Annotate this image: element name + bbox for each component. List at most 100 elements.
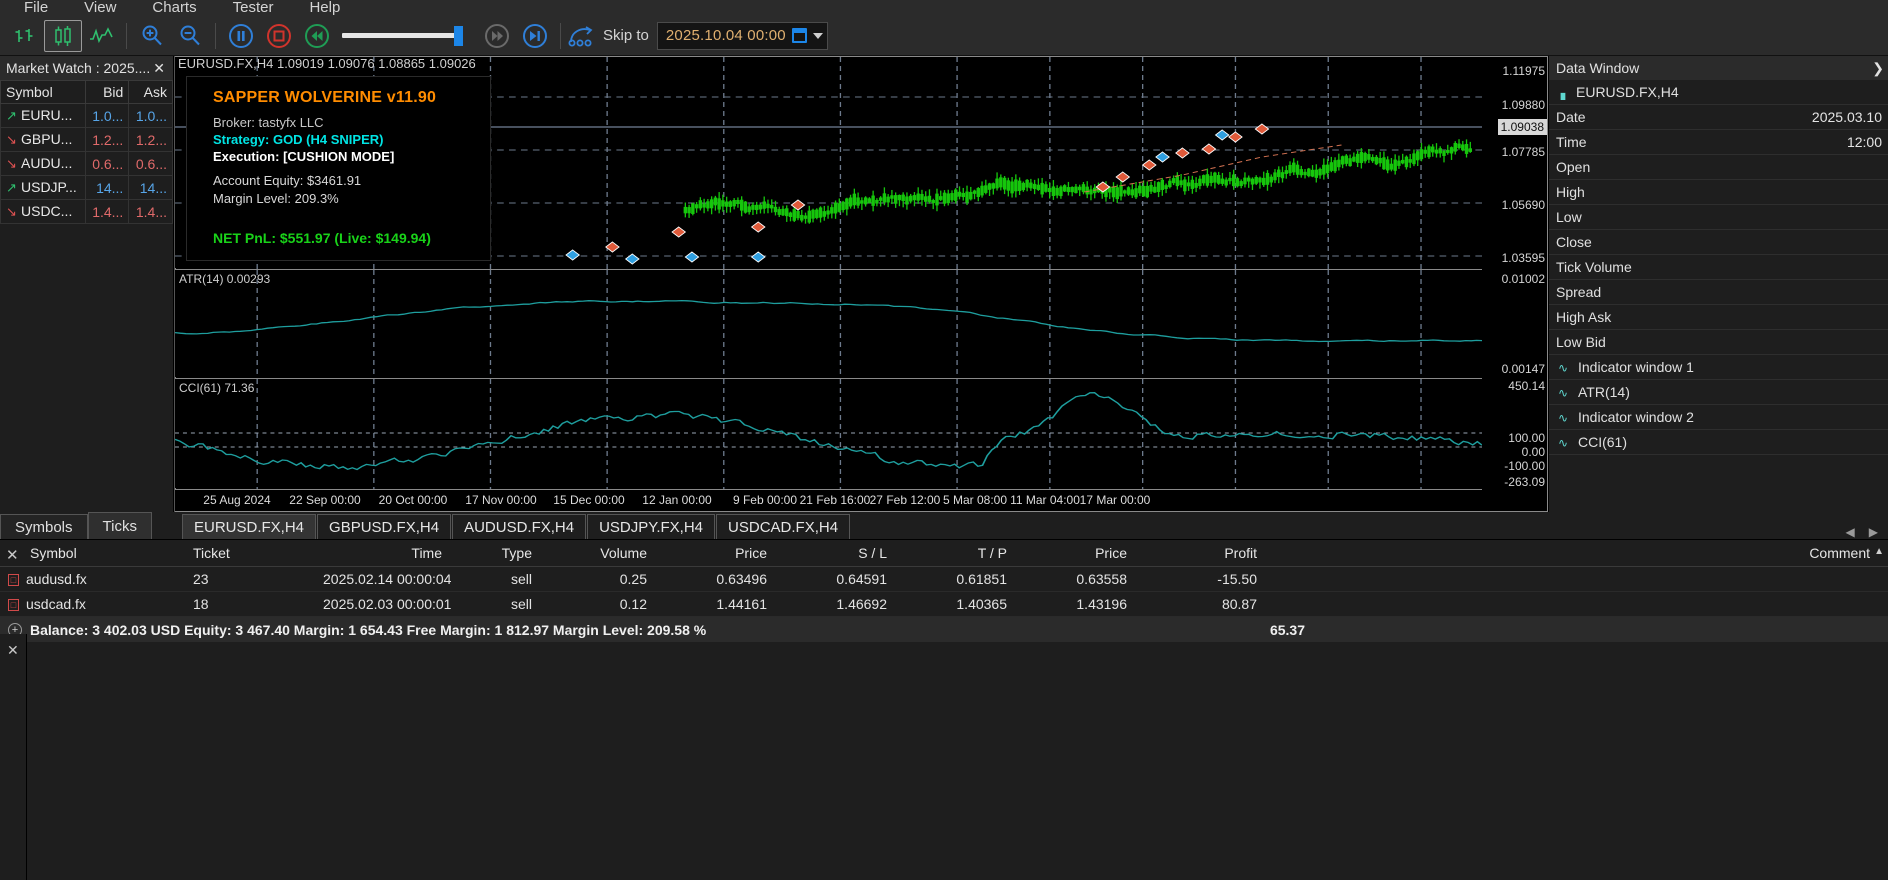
tab-symbols[interactable]: Symbols xyxy=(0,514,88,539)
menu-item-view[interactable]: View xyxy=(84,0,117,16)
data-row-open: Open xyxy=(1549,155,1888,180)
column-header-ticket[interactable]: Ticket xyxy=(185,540,315,567)
skip-to-label: Skip to xyxy=(603,27,649,44)
calendar-icon[interactable] xyxy=(791,28,807,43)
menu-item-charts[interactable]: Charts xyxy=(152,0,197,16)
symbol-name: USDJP... xyxy=(21,179,77,195)
close-icon[interactable]: ✕ xyxy=(7,642,19,658)
column-header-tp[interactable]: T / P xyxy=(895,540,1015,567)
trade-volume: 0.12 xyxy=(540,591,655,617)
column-header-profit[interactable]: Profit xyxy=(1135,540,1265,567)
data-group-atr[interactable]: ∿ ATR(14) xyxy=(1549,380,1888,405)
menu-item-help[interactable]: Help xyxy=(309,0,341,16)
main-content-row: Market Watch : 2025.... ✕ Symbol Bid Ask… xyxy=(0,56,1888,512)
speed-slider[interactable] xyxy=(342,20,472,52)
cci-scale[interactable]: 450.14 100.00 0.00 -100.00 -263.09 xyxy=(1482,378,1548,489)
trade-comment xyxy=(1265,591,1888,617)
data-key: High xyxy=(1556,184,1585,200)
close-icon[interactable]: ❯ xyxy=(1872,59,1884,76)
tab-ticks[interactable]: Ticks xyxy=(87,512,152,539)
data-window-symbol: EURUSD.FX,H4 xyxy=(1576,84,1679,100)
zoom-out-icon[interactable] xyxy=(171,20,209,52)
ask-value: 14... xyxy=(128,175,173,200)
trade-symbol: usdcad.fx xyxy=(26,596,86,612)
table-row[interactable]: □ usdcad.fx 18 2025.02.03 00:00:01 sell 0… xyxy=(0,591,1888,617)
column-header-price[interactable]: Price xyxy=(655,540,775,567)
data-row-low: Low xyxy=(1549,205,1888,230)
stop-icon[interactable] xyxy=(260,20,298,52)
data-row-time: Time 12:00 xyxy=(1549,130,1888,155)
data-group-cci[interactable]: ∿ CCI(61) xyxy=(1549,430,1888,455)
column-header-volume[interactable]: Volume xyxy=(540,540,655,567)
skip-to-date-input[interactable]: 2025.10.04 00:00 xyxy=(656,21,828,50)
indicator-icon: ∿ xyxy=(1558,386,1569,400)
zoom-in-icon[interactable] xyxy=(133,20,171,52)
bid-value: 0.6... xyxy=(84,151,130,176)
atr-chart-svg xyxy=(175,270,1483,377)
column-header-sl[interactable]: S / L xyxy=(775,540,895,567)
tab-eurusd[interactable]: EURUSD.FX,H4 xyxy=(182,514,317,539)
ea-margin-level: Margin Level: 209.3% xyxy=(213,191,339,206)
column-header-symbol[interactable]: Symbol xyxy=(0,80,86,104)
speed-slider-handle[interactable] xyxy=(454,25,463,46)
data-window-panel: Data Window ❯ ▗ EURUSD.FX,H4 Date 2025.03… xyxy=(1548,56,1888,512)
data-group-indicator-window-1[interactable]: ∿ Indicator window 1 xyxy=(1549,355,1888,380)
atr-pane[interactable]: ATR(14) 0.00293 xyxy=(175,269,1483,377)
sort-ascending-icon[interactable]: ▲ xyxy=(1874,546,1884,557)
tab-audusd[interactable]: AUDUSD.FX,H4 xyxy=(452,514,587,539)
pause-icon[interactable] xyxy=(222,20,260,52)
chart-area[interactable]: EURUSD.FX,H4 1.09019 1.09076 1.08865 1.0… xyxy=(174,56,1548,512)
menu-item-file[interactable]: File xyxy=(24,0,49,16)
step-forward-icon[interactable] xyxy=(516,20,554,52)
close-icon[interactable]: ✕ xyxy=(153,59,165,76)
atr-scale[interactable]: 0.01002 0.00147 xyxy=(1482,269,1548,377)
toolbar-divider-3 xyxy=(560,22,561,49)
chart-tabs: EURUSD.FX,H4 GBPUSD.FX,H4 AUDUSD.FX,H4 U… xyxy=(174,514,1846,539)
time-tick: 20 Oct 00:00 xyxy=(378,493,448,507)
column-header-comment[interactable]: Comment xyxy=(1809,545,1870,561)
data-group-indicator-window-2[interactable]: ∿ Indicator window 2 xyxy=(1549,405,1888,430)
cci-pane[interactable]: CCI(61) 71.36 xyxy=(175,378,1483,489)
tab-usdcad[interactable]: USDCAD.FX,H4 xyxy=(716,514,851,539)
chevron-down-icon[interactable] xyxy=(812,32,823,39)
data-window-symbol-row[interactable]: ▗ EURUSD.FX,H4 xyxy=(1549,80,1888,105)
fast-forward-icon[interactable] xyxy=(478,20,516,52)
trade-stop-loss: 0.64591 xyxy=(775,566,895,592)
line-chart-icon[interactable] xyxy=(82,20,120,52)
menu-bar: File View Charts Tester Help xyxy=(0,0,1888,16)
table-row[interactable]: ↘ AUDU... 0.6... 0.6... xyxy=(0,151,173,176)
tab-gbpusd[interactable]: GBPUSD.FX,H4 xyxy=(317,514,452,539)
trade-time: 2025.02.14 00:00:04 xyxy=(315,566,451,592)
symbol-name: GBPU... xyxy=(21,131,73,147)
atr-tick: 0.00147 xyxy=(1501,362,1545,376)
market-watch-tabs: Symbols Ticks xyxy=(0,512,174,539)
close-icon[interactable]: ✕ xyxy=(6,547,19,564)
table-row[interactable]: □ audusd.fx 23 2025.02.14 00:00:04 sell 0… xyxy=(0,566,1888,592)
scroll-left-icon[interactable]: ◀ xyxy=(1845,525,1855,539)
trade-type: sell xyxy=(450,566,540,592)
time-axis[interactable]: 25 Aug 2024 22 Sep 00:00 20 Oct 00:00 17… xyxy=(175,489,1482,511)
tab-usdjpy[interactable]: USDJPY.FX,H4 xyxy=(587,514,716,539)
column-header-bid[interactable]: Bid xyxy=(84,80,130,104)
table-row[interactable]: ↗ USDJP... 14... 14... xyxy=(0,175,173,200)
column-header-symbol[interactable]: Symbol xyxy=(0,540,185,567)
bid-value: 1.2... xyxy=(84,127,130,152)
column-header-type[interactable]: Type xyxy=(450,540,540,567)
bar-chart-icon[interactable] xyxy=(6,20,44,52)
trade-comment xyxy=(1265,566,1888,592)
scroll-right-icon[interactable]: ▶ xyxy=(1868,525,1878,539)
table-row[interactable]: ↘ USDC... 1.4... 1.4... xyxy=(0,199,173,224)
price-scale[interactable]: 1.11975 1.09880 1.09038 1.07785 1.05690 … xyxy=(1482,56,1548,268)
indicator-icon: ∿ xyxy=(1558,361,1569,375)
market-watch-title: Market Watch : 2025.... xyxy=(6,60,151,76)
column-header-time[interactable]: Time xyxy=(315,540,450,567)
table-row[interactable]: ↘ GBPU... 1.2... 1.2... xyxy=(0,127,173,152)
menu-item-tester[interactable]: Tester xyxy=(232,0,274,16)
skip-to-icon[interactable] xyxy=(567,20,599,52)
column-header-price-current[interactable]: Price xyxy=(1015,540,1135,567)
column-header-ask[interactable]: Ask xyxy=(128,80,173,104)
table-row[interactable]: ↗ EURU... 1.0... 1.0... xyxy=(0,103,173,128)
rewind-icon[interactable] xyxy=(298,20,336,52)
candlestick-chart-icon[interactable] xyxy=(44,19,82,52)
